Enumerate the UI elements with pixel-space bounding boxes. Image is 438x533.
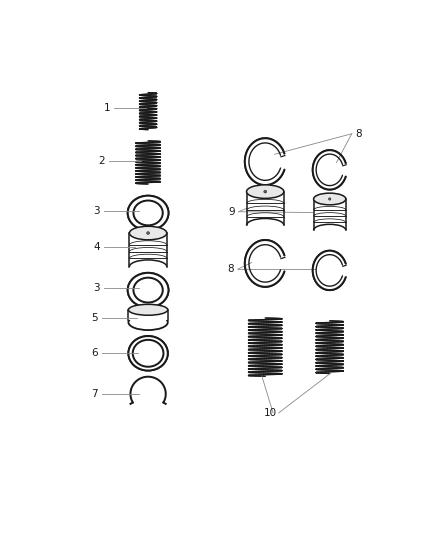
Ellipse shape bbox=[245, 240, 286, 287]
Bar bbox=[130, 233, 167, 266]
Text: 2: 2 bbox=[99, 156, 105, 166]
Text: 6: 6 bbox=[92, 348, 98, 358]
Ellipse shape bbox=[128, 314, 168, 330]
Text: 10: 10 bbox=[264, 408, 277, 418]
Bar bbox=[314, 199, 346, 230]
Ellipse shape bbox=[313, 150, 347, 190]
Ellipse shape bbox=[313, 251, 347, 290]
Ellipse shape bbox=[328, 198, 331, 200]
Text: 4: 4 bbox=[93, 243, 100, 253]
Bar bbox=[247, 191, 284, 225]
Text: 5: 5 bbox=[92, 312, 98, 322]
Ellipse shape bbox=[264, 190, 267, 193]
Text: 1: 1 bbox=[103, 103, 110, 113]
Ellipse shape bbox=[128, 336, 168, 370]
Ellipse shape bbox=[128, 196, 169, 230]
Bar bbox=[128, 311, 168, 320]
Ellipse shape bbox=[128, 304, 168, 315]
Ellipse shape bbox=[245, 138, 286, 185]
Ellipse shape bbox=[128, 273, 169, 308]
Ellipse shape bbox=[147, 232, 149, 235]
Text: 8: 8 bbox=[227, 264, 233, 274]
Text: 3: 3 bbox=[93, 206, 100, 216]
Text: 7: 7 bbox=[92, 389, 98, 399]
Ellipse shape bbox=[247, 185, 284, 198]
Text: 9: 9 bbox=[228, 207, 235, 217]
Ellipse shape bbox=[130, 227, 167, 240]
Text: 3: 3 bbox=[93, 284, 100, 294]
Ellipse shape bbox=[314, 193, 346, 205]
Text: 8: 8 bbox=[355, 129, 362, 139]
